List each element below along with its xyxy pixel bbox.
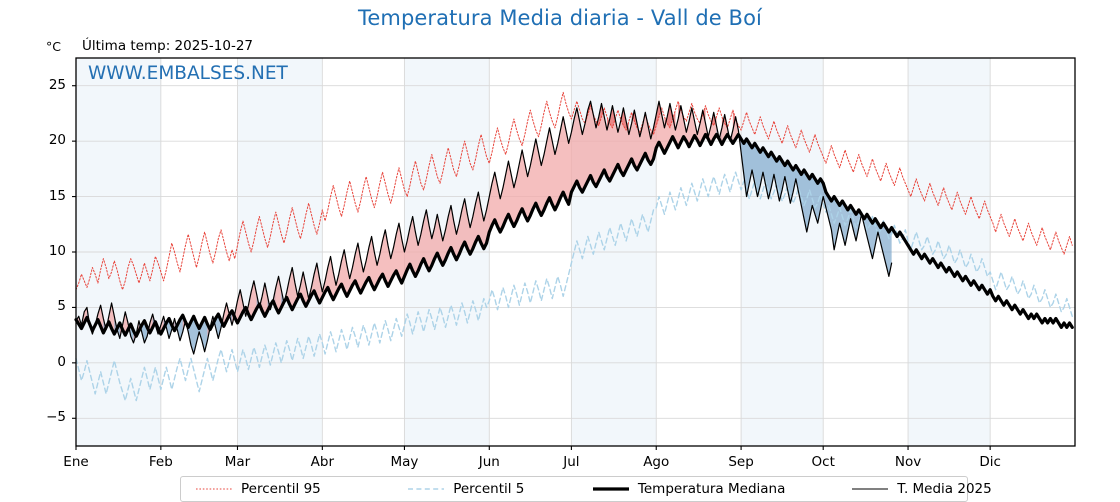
x-tick-label: Feb (148, 454, 173, 470)
y-tick-label: −5 (46, 409, 66, 426)
y-tick-label: 20 (48, 132, 66, 149)
y-tick-label: 10 (48, 243, 66, 259)
x-tick-label: Abr (310, 454, 334, 470)
y-tick-label: 15 (48, 187, 66, 204)
legend-item[interactable]: Percentil 5 (393, 477, 578, 501)
legend-swatch (592, 487, 629, 491)
fill-above-median (284, 101, 720, 310)
y-tick-label: 25 (48, 76, 66, 93)
fill-below-median (163, 316, 175, 339)
last-temperature-label: Última temp: 2025-10-27 (82, 38, 254, 54)
x-tick-label: Ene (63, 454, 89, 470)
watermark-label: WWW.EMBALSES.NET (88, 63, 288, 84)
page-title: Temperatura Media diaria - Vall de Boí (358, 6, 762, 30)
x-tick-label: Jun (478, 454, 500, 470)
x-tick-label: May (390, 454, 419, 470)
x-tick-label: Ago (643, 454, 670, 470)
legend-label: T. Media 2025 (897, 481, 992, 497)
fill-above-p95 (710, 112, 717, 126)
fill-above-median (719, 114, 731, 145)
legend-swatch (852, 488, 889, 490)
axis-ticks (72, 85, 991, 450)
legend-item[interactable]: T. Media 2025 (837, 477, 992, 501)
y-tick-label: 5 (57, 298, 66, 315)
fill-above-median (119, 311, 131, 339)
series-line (74, 132, 1074, 338)
legend-label: Temperatura Mediana (637, 481, 786, 497)
series-line (75, 91, 1073, 291)
fill-above-median (245, 280, 260, 320)
legend-swatch (408, 488, 445, 490)
series-line (75, 171, 1073, 402)
x-tick-label: Dic (979, 454, 1001, 470)
fill-above-p95 (721, 114, 728, 128)
legend-item[interactable]: Percentil 95 (181, 477, 393, 501)
x-tick-label: Oct (811, 454, 835, 470)
legend-item[interactable]: Temperatura Mediana (578, 477, 837, 501)
chart-legend: Percentil 95 Percentil 5 Temperatura Media… (180, 476, 992, 502)
x-tick-label: Jul (563, 454, 580, 470)
series-line (75, 100, 893, 355)
x-tick-label: Nov (894, 454, 922, 470)
fill-above-p95 (620, 107, 629, 135)
legend-label: Percentil 95 (241, 481, 321, 497)
fill-above-median (221, 302, 233, 328)
x-tick-label: Mar (224, 454, 251, 470)
x-tick-label: Sep (728, 454, 754, 470)
legend-label: Percentil 5 (453, 481, 525, 497)
y-tick-label: 0 (57, 353, 66, 370)
legend-swatch (196, 488, 232, 490)
y-axis-unit-label: °C (46, 39, 61, 54)
anomaly-fills (76, 101, 892, 354)
fill-below-median (738, 130, 892, 277)
series-lines (74, 91, 1074, 402)
